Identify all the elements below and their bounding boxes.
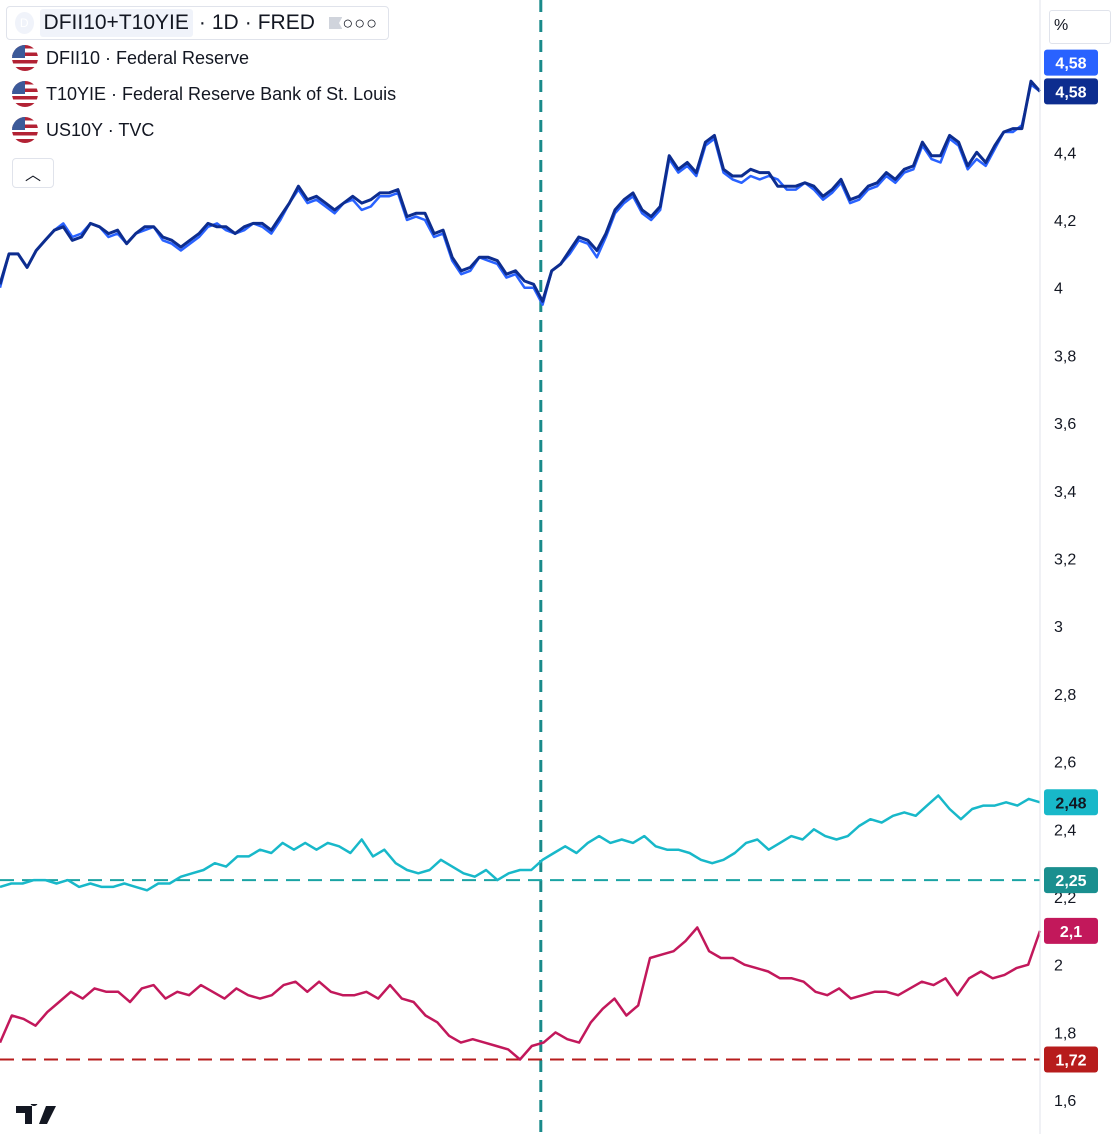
price-label-bg (1044, 917, 1098, 944)
legend: D DFII10+T10YIE · 1D · FRED ○○○ DFII10 ·… (6, 6, 396, 188)
price-label: 1,72 (1044, 1046, 1098, 1073)
price-label-bg (1044, 867, 1098, 894)
us-flag-icon (12, 45, 38, 71)
price-label-text: 2,25 (1055, 873, 1086, 890)
collapse-legend-button[interactable]: ︿ (12, 158, 54, 188)
series-line (0, 926, 1042, 1061)
price-label: 4,58 (1044, 78, 1098, 105)
series-line (0, 79, 1042, 303)
price-label-text: 4,58 (1055, 84, 1086, 101)
chevron-up-icon: ︿ (24, 167, 41, 184)
us-flag-icon (12, 81, 38, 107)
price-label-text: 2,1 (1060, 924, 1082, 941)
y-tick-label: 3,8 (1054, 348, 1076, 365)
us-flag-icon (12, 117, 38, 143)
y-tick-label: 4,4 (1054, 145, 1076, 162)
price-label-bg (1044, 789, 1098, 816)
symbol-title[interactable]: DFII10+T10YIE (39, 9, 193, 37)
more-icon[interactable]: ○○○ (342, 12, 378, 33)
separator: · (198, 11, 206, 34)
y-tick-label: 1,6 (1054, 1093, 1076, 1110)
legend-label: DFII10 · Federal Reserve (46, 47, 250, 68)
price-label: 2,25 (1044, 867, 1098, 894)
price-label-text: 2,48 (1055, 795, 1086, 812)
price-label-bg (1044, 1046, 1098, 1073)
series-line (0, 83, 1041, 306)
price-label-text: 1,72 (1055, 1053, 1086, 1070)
y-tick-label: 4,2 (1054, 213, 1076, 230)
interval-label[interactable]: 1D (211, 11, 239, 34)
series-line (0, 794, 1041, 892)
y-tick-label: 2,6 (1054, 755, 1076, 772)
y-tick-label: 2,2 (1054, 890, 1076, 907)
y-tick-label: 1,8 (1054, 1025, 1076, 1042)
price-label-bg (1044, 78, 1098, 105)
price-label-bg (1044, 49, 1098, 76)
legend-item-dfii10[interactable]: DFII10 · Federal Reserve (12, 40, 396, 76)
symbol-header[interactable]: D DFII10+T10YIE · 1D · FRED ○○○ (6, 6, 389, 40)
tradingview-logo[interactable] (16, 1104, 64, 1126)
y-tick-label: 2,8 (1054, 687, 1076, 704)
y-tick-label: 3,6 (1054, 416, 1076, 433)
symbol-badge: D (15, 12, 34, 34)
legend-item-t10yie[interactable]: T10YIE · Federal Reserve Bank of St. Lou… (12, 76, 396, 112)
plot-area (0, 0, 1042, 1134)
y-tick-label: 3,2 (1054, 552, 1076, 569)
legend-item-us10y[interactable]: US10Y · TVC (12, 112, 396, 148)
legend-label: T10YIE · Federal Reserve Bank of St. Lou… (46, 83, 397, 104)
price-label: 2,48 (1044, 789, 1098, 816)
y-tick-label: 2 (1054, 958, 1063, 975)
y-tick-label: 3 (1054, 619, 1063, 636)
y-tick-label: 3,4 (1054, 484, 1076, 501)
axis-unit-selector[interactable]: % (1049, 10, 1111, 44)
price-label-text: 4,58 (1055, 56, 1086, 73)
y-tick-label: 4 (1054, 281, 1063, 298)
legend-label: US10Y · TVC (46, 119, 155, 140)
price-label: 2,1 (1044, 917, 1098, 944)
source-label: FRED (257, 11, 315, 34)
separator: · (244, 11, 252, 34)
y-tick-label: 2,4 (1054, 822, 1076, 839)
price-axis[interactable]: 1,6 1,8 2 2,2 2,4 2,6 2,8 3 3,2 3,4 3,6 3,8 4 4,2 4,4 4… (1044, 49, 1098, 1111)
price-label: 4,58 (1044, 49, 1098, 76)
flag-icon[interactable] (328, 17, 343, 29)
